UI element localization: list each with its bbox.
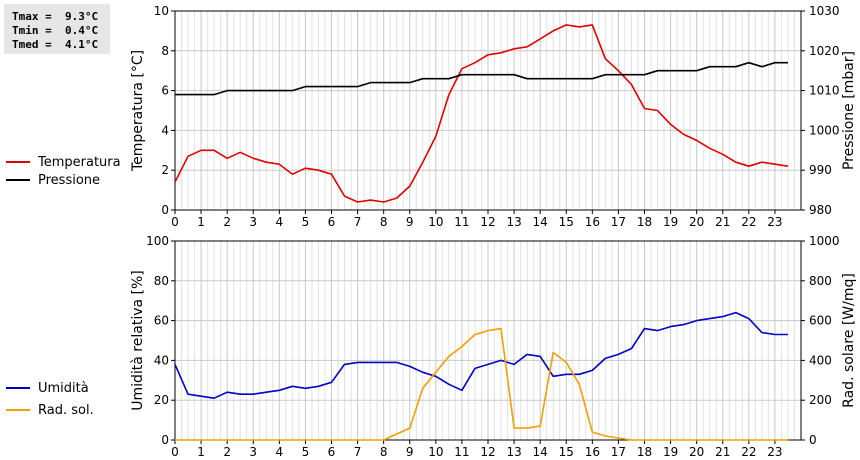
x-tick-label: 11 — [454, 215, 469, 229]
y-left-axis-title: Umidità relativa [%] — [130, 270, 146, 411]
temperature-pressure-chart: 0 1 2 3 4 5 6 7 8 9 10 11 12 13 14 15 16 17 18 19 20 21 22 2302… — [130, 4, 857, 229]
series-line-humidity — [174, 311, 788, 400]
y-left-tick-label: 6 — [161, 84, 169, 98]
y-right-tick-label: 600 — [809, 314, 832, 328]
x-tick-label: 22 — [741, 215, 756, 229]
y-right-tick-label: 1000 — [809, 234, 840, 248]
y-right-tick-label: 1020 — [809, 44, 840, 58]
y-right-tick-label: 0 — [809, 433, 817, 447]
x-tick-label: 13 — [506, 445, 521, 459]
x-tick-label: 3 — [249, 215, 257, 229]
x-tick-label: 15 — [559, 215, 574, 229]
y-right-tick-label: 1000 — [809, 123, 840, 137]
x-tick-label: 2 — [223, 445, 231, 459]
y-left-tick-label: 2 — [161, 163, 169, 177]
y-left-axis-title: Temperatura [°C] — [130, 50, 146, 172]
x-tick-label: 13 — [506, 215, 521, 229]
x-tick-label: 10 — [428, 215, 443, 229]
legend-temperature-swatch — [6, 161, 30, 163]
x-tick-label: 5 — [302, 215, 310, 229]
x-tick-label: 1 — [197, 215, 205, 229]
y-right-tick-label: 400 — [809, 353, 832, 367]
x-tick-label: 9 — [406, 215, 414, 229]
legend-humidity-label: Umidità — [38, 380, 89, 396]
y-left-tick-label: 40 — [154, 353, 169, 367]
x-tick-label: 1 — [197, 445, 205, 459]
x-tick-label: 20 — [689, 445, 704, 459]
y-left-tick-label: 60 — [154, 314, 169, 328]
x-tick-label: 8 — [380, 215, 388, 229]
legend-pressure-swatch — [6, 179, 30, 181]
legend-humidity: Umidità — [6, 380, 89, 396]
x-tick-label: 21 — [715, 445, 730, 459]
y-left-tick-label: 0 — [161, 203, 169, 217]
x-tick-label: 8 — [380, 445, 388, 459]
y-left-tick-label: 80 — [154, 274, 169, 288]
x-tick-label: 23 — [767, 445, 782, 459]
x-tick-label: 4 — [276, 215, 284, 229]
x-tick-label: 7 — [354, 215, 362, 229]
tmin-text: Tmin = 0.4°C — [12, 24, 99, 37]
y-right-tick-label: 1010 — [809, 84, 840, 98]
x-tick-label: 20 — [689, 215, 704, 229]
x-tick-label: 14 — [533, 215, 548, 229]
legend-radiation-swatch — [6, 409, 30, 411]
x-tick-label: 0 — [171, 445, 179, 459]
y-left-tick-label: 10 — [154, 4, 169, 18]
x-tick-label: 2 — [223, 215, 231, 229]
x-tick-label: 0 — [171, 215, 179, 229]
y-left-tick-label: 100 — [146, 234, 169, 248]
y-right-tick-label: 980 — [809, 203, 832, 217]
y-left-tick-label: 20 — [154, 393, 169, 407]
x-tick-label: 23 — [767, 215, 782, 229]
legend-temperature-label: Temperatura — [38, 154, 121, 170]
x-tick-label: 19 — [663, 445, 678, 459]
x-tick-label: 19 — [663, 215, 678, 229]
tmax-text: Tmax = 9.3°C — [12, 10, 99, 23]
y-left-tick-label: 4 — [161, 123, 169, 137]
legend-pressure: Pressione — [6, 172, 100, 188]
series-line-pressure — [175, 61, 788, 96]
y-right-tick-label: 1030 — [809, 4, 840, 18]
x-tick-label: 9 — [406, 445, 414, 459]
y-right-tick-label: 800 — [809, 274, 832, 288]
humidity-radiation-chart: 0 1 2 3 4 5 6 7 8 9 10 11 12 13 14 15 16 17 18 19 20 21 22 2302… — [130, 234, 857, 459]
x-tick-label: 18 — [637, 215, 652, 229]
x-tick-label: 22 — [741, 445, 756, 459]
x-tick-label: 5 — [302, 445, 310, 459]
y-left-tick-label: 0 — [161, 433, 169, 447]
x-tick-label: 11 — [454, 445, 469, 459]
legend-temperature: Temperatura — [6, 154, 121, 170]
x-tick-label: 14 — [533, 445, 548, 459]
legend-pressure-label: Pressione — [38, 172, 101, 188]
legend-humidity-swatch — [6, 387, 30, 389]
y-right-tick-label: 990 — [809, 163, 832, 177]
x-tick-label: 16 — [585, 445, 600, 459]
series-line-radiation — [175, 327, 788, 441]
x-tick-label: 17 — [611, 445, 626, 459]
x-tick-label: 12 — [480, 215, 495, 229]
x-tick-label: 6 — [328, 215, 336, 229]
x-tick-label: 4 — [276, 445, 284, 459]
x-tick-label: 18 — [637, 445, 652, 459]
x-tick-label: 6 — [328, 445, 336, 459]
y-right-tick-label: 200 — [809, 393, 832, 407]
x-tick-label: 12 — [480, 445, 495, 459]
x-tick-label: 10 — [428, 445, 443, 459]
x-tick-label: 15 — [559, 445, 574, 459]
stats-box: Tmax = 9.3°C Tmin = 0.4°C Tmed = 4.1°C — [4, 4, 110, 54]
legend-radiation-label: Rad. sol. — [38, 402, 94, 418]
y-left-tick-label: 8 — [161, 44, 169, 58]
x-tick-label: 7 — [354, 445, 362, 459]
series-line-temperature — [174, 24, 789, 203]
x-tick-label: 17 — [611, 215, 626, 229]
x-tick-label: 16 — [585, 215, 600, 229]
y-right-axis-title: Pressione [mbar] — [841, 51, 857, 170]
y-right-axis-title: Rad. solare [W/mq] — [841, 273, 857, 408]
x-tick-label: 21 — [715, 215, 730, 229]
legend-radiation: Rad. sol. — [6, 402, 94, 418]
tmed-text: Tmed = 4.1°C — [12, 38, 99, 51]
x-tick-label: 3 — [249, 445, 257, 459]
